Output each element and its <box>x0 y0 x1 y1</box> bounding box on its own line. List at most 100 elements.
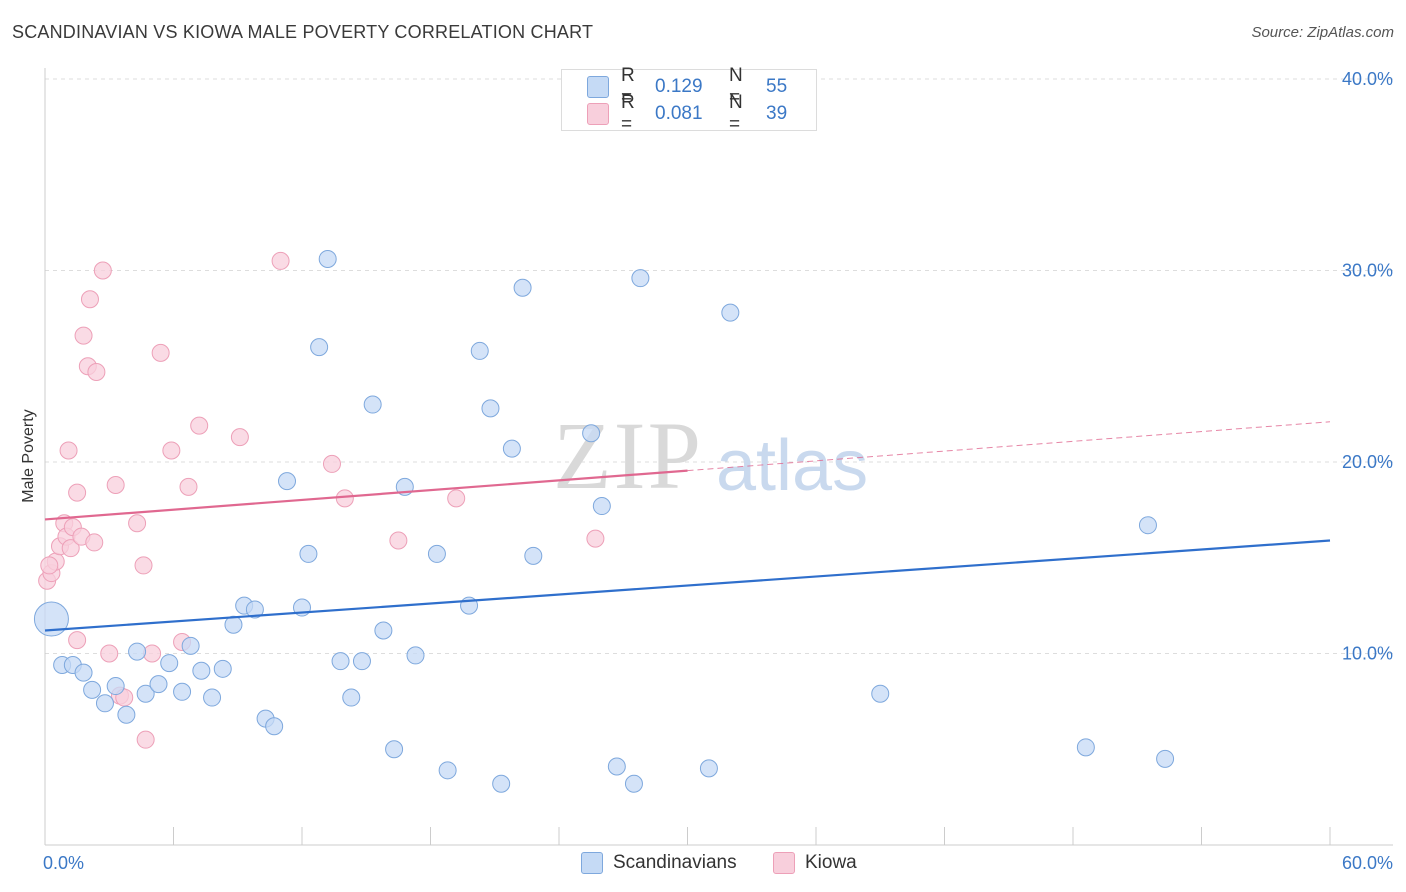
scandinavians-point <box>173 682 192 701</box>
kiowa-point <box>143 644 162 663</box>
y-tick-label: 40.0% <box>1342 69 1393 89</box>
scandinavians-point <box>607 757 626 776</box>
trend-lines <box>44 421 1331 632</box>
tick-labels: 10.0% 20.0% 30.0% 40.0% 0.0% 60.0% <box>43 69 1393 873</box>
scandinavians-point <box>1156 749 1175 768</box>
kiowa-point <box>68 483 87 502</box>
scandinavians-point <box>160 654 179 673</box>
scandinavians-point <box>74 663 93 682</box>
scandinavians-point <box>33 601 69 637</box>
kiowa-point <box>230 428 249 447</box>
scandinavians-point <box>582 424 601 443</box>
scandinavians-point <box>470 341 489 360</box>
scandinavians-point <box>203 688 222 707</box>
legend-item-scandinavians[interactable]: Scandinavians <box>581 852 737 874</box>
scandinavians-point <box>136 684 155 703</box>
scandinavians-point <box>278 472 297 491</box>
scandinavians-point <box>513 278 532 297</box>
kiowa-trend-line-extension <box>687 421 1331 472</box>
scandinavians-point <box>117 705 136 724</box>
y-tick-label: 30.0% <box>1342 261 1393 281</box>
kiowa-point <box>151 343 170 362</box>
scandinavians-point <box>352 652 371 671</box>
kiowa-point <box>128 514 147 533</box>
kiowa-point <box>162 441 181 460</box>
scandinavians-point <box>310 338 329 357</box>
kiowa-point <box>190 416 209 435</box>
y-tick-label: 10.0% <box>1342 644 1393 664</box>
scandinavians-point <box>631 269 650 288</box>
legend-n-value: 55 <box>766 76 788 97</box>
kiowa-point <box>85 533 104 552</box>
scandinavians-trend-line <box>44 539 1331 632</box>
kiowa-point <box>335 489 354 508</box>
scandinavians-point <box>149 675 168 694</box>
kiowa-points <box>38 251 605 749</box>
scandinavians-point <box>181 636 200 655</box>
scandinavians-point <box>363 395 382 414</box>
scandinavians-point <box>1076 738 1095 757</box>
y-axis-label-group: Male Poverty <box>20 409 37 502</box>
scandinavians-point <box>374 621 393 640</box>
legend-n-label: N = <box>729 65 743 108</box>
scandinavians-point <box>128 642 147 661</box>
kiowa-point <box>136 730 155 749</box>
legend-n-label: N = <box>729 92 743 135</box>
kiowa-point <box>100 644 119 663</box>
kiowa-point <box>59 441 78 460</box>
watermark-zip: ZIP <box>553 402 703 509</box>
legend-label-scandinavians: Scandinavians <box>613 852 737 873</box>
axes <box>44 68 1393 846</box>
kiowa-point <box>74 326 93 345</box>
scandinavians-point <box>318 250 337 269</box>
legend-r-label: R = <box>621 92 635 135</box>
legend-item-kiowa[interactable]: Kiowa <box>773 852 857 874</box>
kiowa-point <box>179 477 198 496</box>
scandinavians-point <box>502 439 521 458</box>
legend-swatch-scandinavians <box>581 852 603 874</box>
scandinavians-point <box>1138 516 1157 535</box>
kiowa-point <box>447 489 466 508</box>
kiowa-point <box>271 251 290 270</box>
legend-n-value: 39 <box>766 103 788 124</box>
scandinavians-point <box>95 694 114 713</box>
kiowa-point <box>322 454 341 473</box>
kiowa-point <box>134 556 153 575</box>
kiowa-point <box>61 539 80 558</box>
x-tick-label-max: 60.0% <box>1342 853 1393 873</box>
scandinavians-point <box>427 544 446 563</box>
kiowa-point <box>68 631 87 650</box>
scandinavians-point <box>385 740 404 759</box>
legend-r-value: 0.081 <box>655 103 703 124</box>
kiowa-point <box>586 529 605 548</box>
scandinavians-point <box>192 661 211 680</box>
scandinavians-point <box>592 497 611 516</box>
y-axis-label: Male Poverty <box>20 409 37 502</box>
grid-lines <box>45 78 1393 654</box>
scandinavians-points <box>33 250 1175 793</box>
scandinavians-point <box>699 759 718 778</box>
scandinavians-point <box>481 399 500 418</box>
kiowa-point <box>106 475 125 494</box>
x-tick-label-min: 0.0% <box>43 853 84 873</box>
scandinavians-point <box>438 761 457 780</box>
kiowa-point <box>389 531 408 550</box>
y-tick-label: 20.0% <box>1342 452 1393 472</box>
scandinavians-point <box>406 646 425 665</box>
legend-label-kiowa: Kiowa <box>805 852 857 873</box>
kiowa-point <box>40 556 59 575</box>
legend-swatch-kiowa <box>773 852 795 874</box>
kiowa-trend-line <box>44 469 688 521</box>
scandinavians-point <box>245 600 264 619</box>
scandinavians-point <box>721 303 740 322</box>
legend-swatch-kiowa <box>587 103 609 125</box>
watermark: ZIP atlas <box>553 402 868 509</box>
scandinavians-point <box>265 717 284 736</box>
correlation-legend: R = 0.129 N = 55 R = 0.081 N = 39 <box>561 65 817 135</box>
legend-r-label: R = <box>621 65 635 108</box>
chart-title: SCANDINAVIAN VS KIOWA MALE POVERTY CORRE… <box>12 22 594 42</box>
scandinavians-point <box>299 544 318 563</box>
scandinavians-point <box>342 688 361 707</box>
scandinavians-point <box>213 659 232 678</box>
